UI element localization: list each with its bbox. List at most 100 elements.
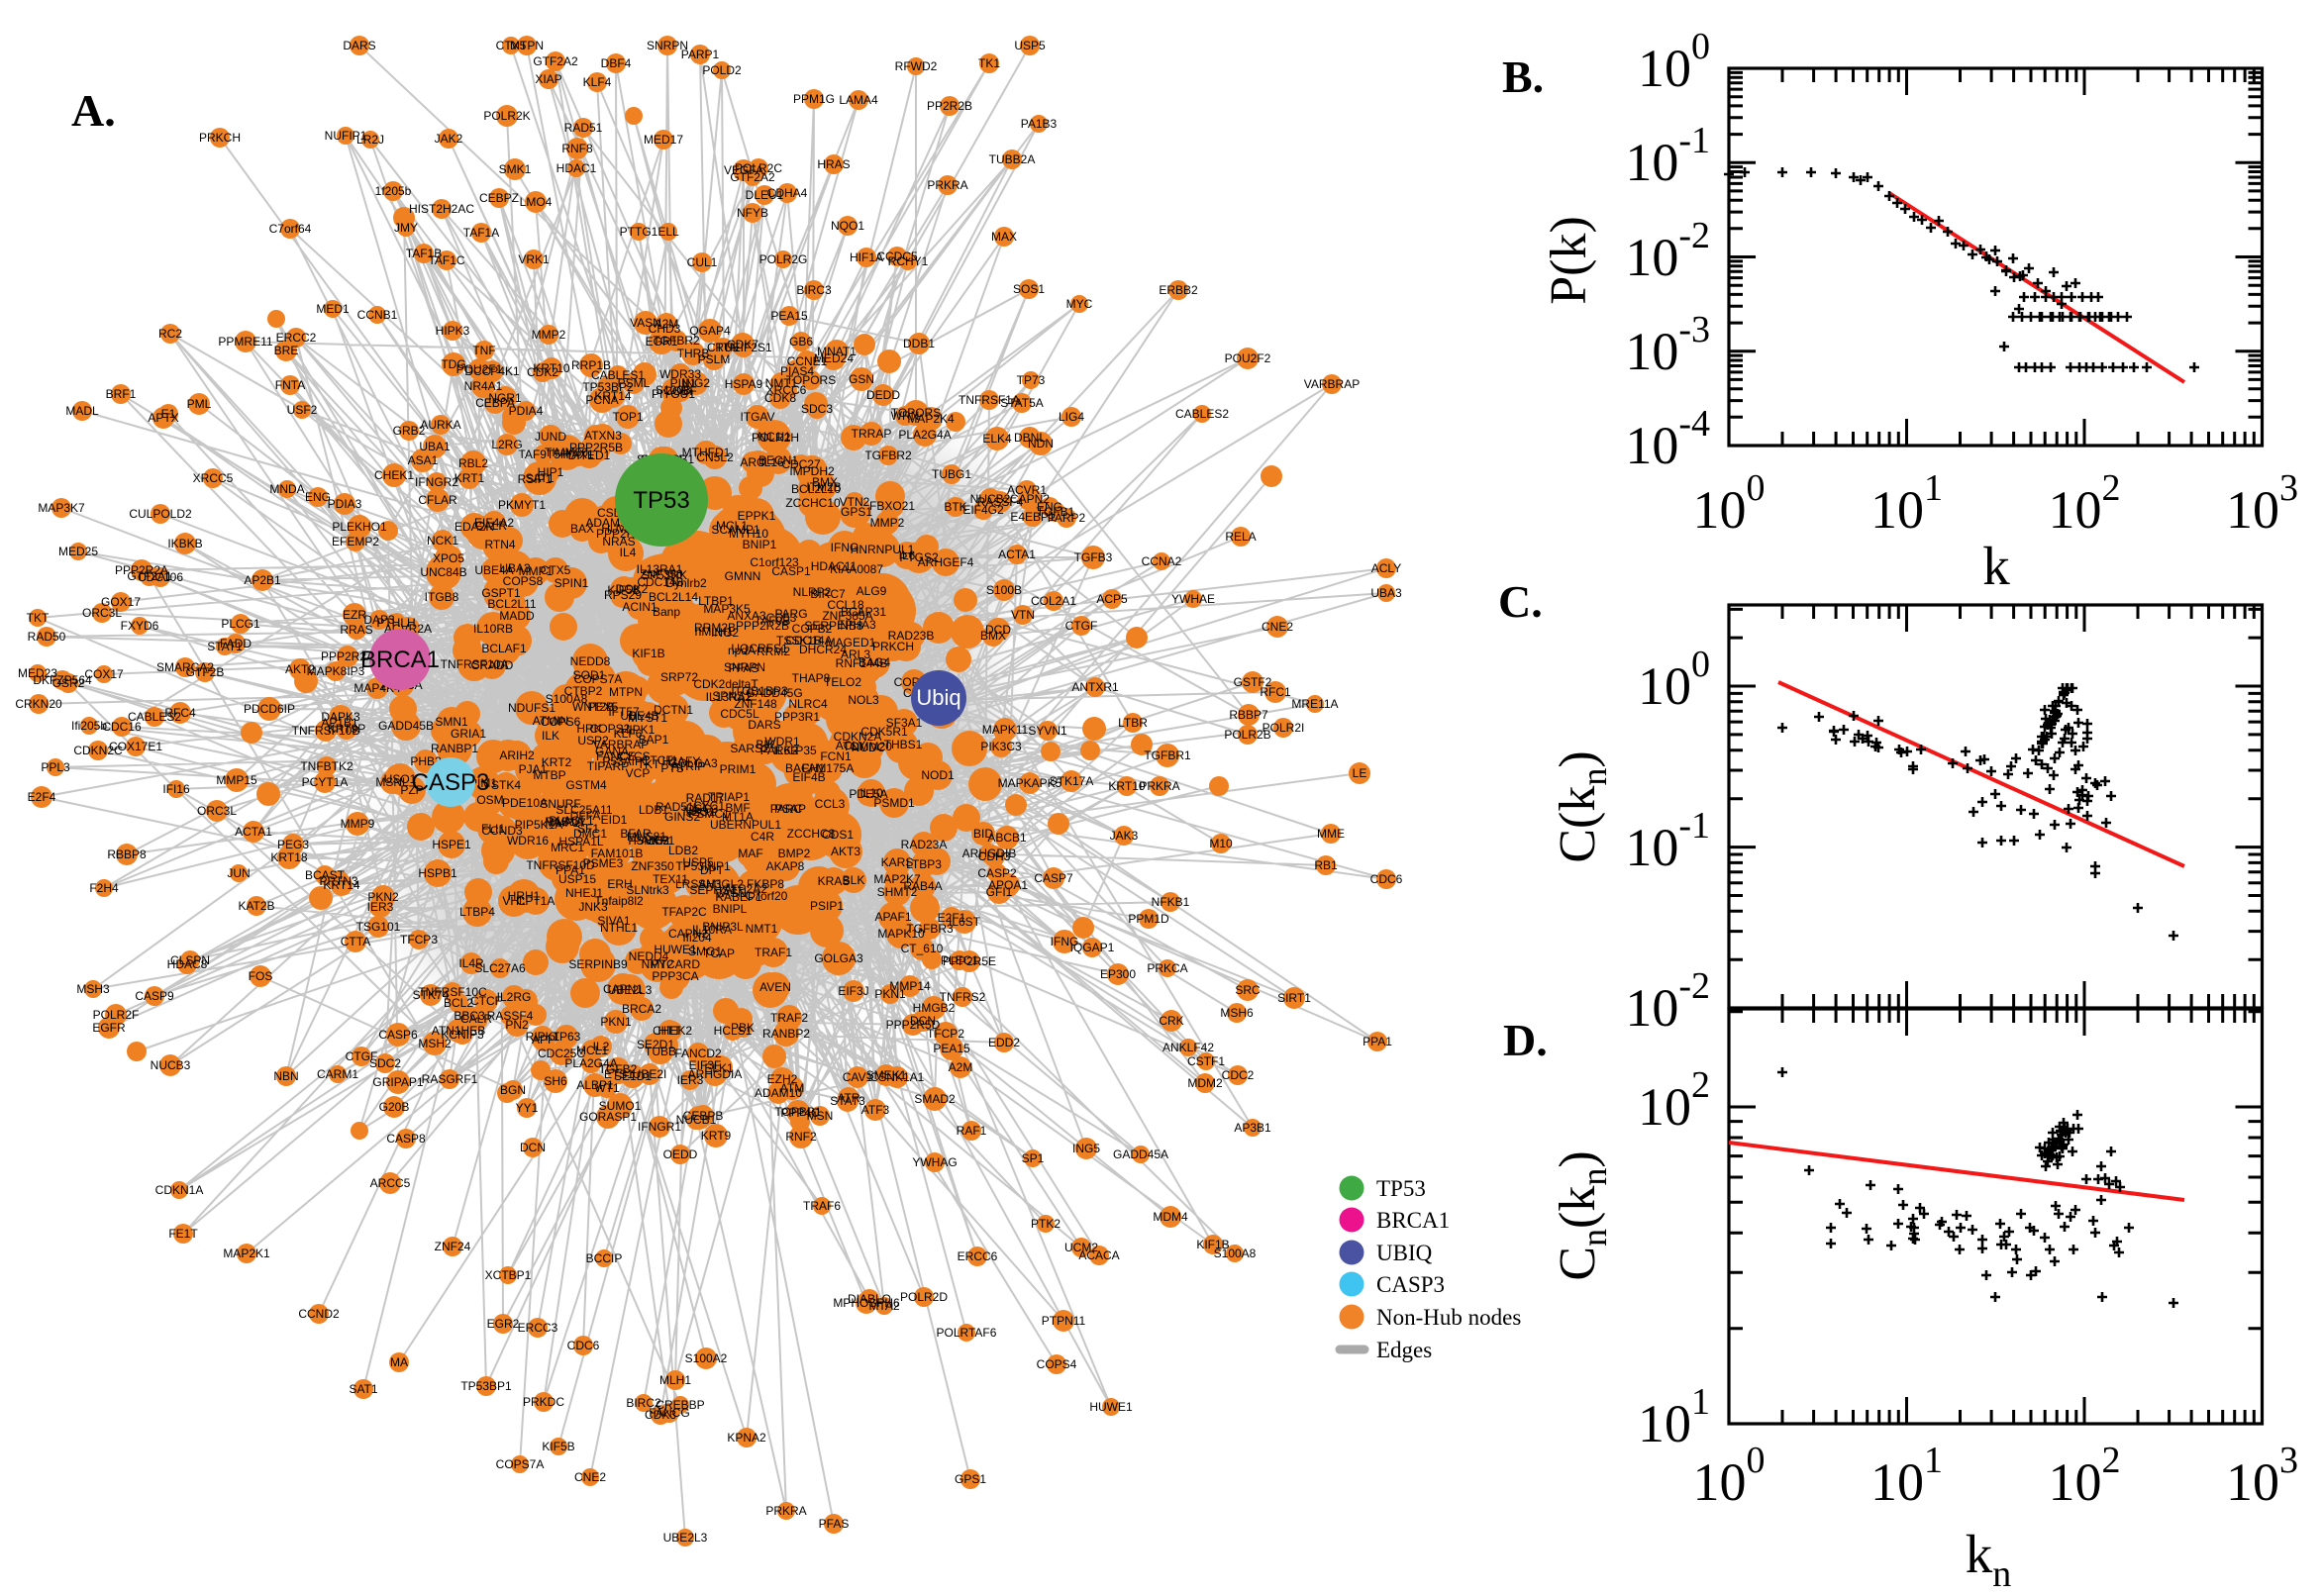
- svg-text:VCP: VCP: [626, 766, 651, 780]
- svg-text:k: k: [1982, 536, 2010, 596]
- svg-text:S100A2: S100A2: [685, 1351, 728, 1365]
- svg-text:IER3: IER3: [677, 1073, 704, 1087]
- svg-text:BRF1: BRF1: [106, 387, 137, 401]
- svg-text:ENG: ENG: [305, 490, 331, 504]
- svg-text:PP2R2B: PP2R2B: [927, 99, 972, 113]
- svg-text:ING2: ING2: [682, 376, 710, 390]
- svg-text:UNC84B: UNC84B: [420, 565, 466, 579]
- svg-text:IKBKB: IKBKB: [167, 537, 202, 550]
- svg-text:CASP3: CASP3: [412, 769, 490, 796]
- svg-text:AP3B1: AP3B1: [1234, 1121, 1271, 1135]
- svg-text:TUBG1: TUBG1: [932, 467, 971, 481]
- svg-text:POLR2C: POLR2C: [735, 161, 782, 175]
- svg-text:PLA2G4A: PLA2G4A: [564, 1056, 617, 1070]
- svg-text:PIK3C3: PIK3C3: [980, 740, 1022, 753]
- svg-text:C(kn): C(kn): [1550, 750, 1614, 862]
- svg-text:PRKRA: PRKRA: [927, 178, 967, 192]
- svg-text:UBA3: UBA3: [1370, 586, 1402, 600]
- svg-text:PPL3: PPL3: [41, 760, 70, 774]
- svg-text:POLR2K: POLR2K: [483, 109, 530, 123]
- svg-text:GRIA1: GRIA1: [451, 727, 486, 741]
- svg-text:MRE11A: MRE11A: [1291, 697, 1338, 711]
- svg-text:E1: E1: [161, 407, 176, 421]
- svg-text:ELK4: ELK4: [982, 432, 1012, 446]
- svg-text:XPO5: XPO5: [433, 551, 464, 565]
- svg-text:TEX11: TEX11: [653, 872, 688, 886]
- svg-text:KARS: KARS: [881, 855, 914, 869]
- svg-text:COPS7A: COPS7A: [496, 1457, 545, 1471]
- svg-text:TNFRSF10D: TNFRSF10D: [526, 858, 595, 872]
- svg-text:RASSF4: RASSF4: [487, 1009, 534, 1023]
- svg-text:MTPN: MTPN: [609, 685, 643, 699]
- svg-text:HSPE1: HSPE1: [432, 838, 471, 851]
- svg-text:TP53: TP53: [633, 487, 689, 514]
- svg-text:ACIN1: ACIN1: [622, 600, 657, 614]
- svg-text:FANCG: FANCG: [649, 1406, 689, 1420]
- svg-text:CDH3: CDH3: [978, 849, 1011, 863]
- svg-text:EGR2: EGR2: [487, 1317, 520, 1331]
- svg-text:GSTF2: GSTF2: [1234, 675, 1272, 689]
- svg-text:LAMA4: LAMA4: [839, 93, 878, 107]
- svg-text:UBE2L3: UBE2L3: [663, 1531, 708, 1545]
- svg-text:BRCA1: BRCA1: [1376, 1208, 1450, 1233]
- svg-text:BCAST: BCAST: [305, 868, 346, 882]
- svg-text:CDKN2C: CDKN2C: [73, 744, 123, 757]
- svg-text:C7orf64: C7orf64: [269, 222, 312, 236]
- svg-text:PRIM1: PRIM1: [720, 762, 757, 776]
- svg-text:PDE10A: PDE10A: [502, 796, 548, 810]
- svg-text:STK4: STK4: [491, 778, 521, 792]
- svg-text:ACTA1: ACTA1: [235, 825, 272, 839]
- svg-text:AKAP8: AKAP8: [766, 859, 805, 873]
- svg-text:SAT1: SAT1: [349, 1382, 377, 1396]
- svg-text:EZH2: EZH2: [767, 1072, 798, 1086]
- svg-text:CDC2: CDC2: [1222, 1068, 1255, 1082]
- svg-text:LE: LE: [1353, 766, 1367, 780]
- svg-text:HRAS: HRAS: [817, 157, 850, 171]
- svg-text:TELO2: TELO2: [824, 675, 861, 689]
- svg-text:MAP2K4: MAP2K4: [907, 412, 955, 426]
- svg-text:Edges: Edges: [1376, 1338, 1432, 1362]
- svg-text:GORASP1: GORASP1: [579, 1110, 637, 1124]
- svg-text:MAPK8IP3: MAPK8IP3: [307, 664, 365, 678]
- svg-text:PTK2: PTK2: [1031, 1217, 1060, 1231]
- svg-text:POLR2D: POLR2D: [900, 1290, 948, 1304]
- svg-text:SPIN1: SPIN1: [555, 576, 589, 590]
- svg-text:ZNF24: ZNF24: [435, 1240, 471, 1253]
- svg-text:AVEN: AVEN: [759, 980, 791, 994]
- svg-text:SHMT2: SHMT2: [877, 885, 918, 899]
- svg-text:ERCC6: ERCC6: [958, 1249, 998, 1263]
- svg-text:MPHOSPH6: MPHOSPH6: [833, 1296, 900, 1310]
- svg-text:TP53BP1: TP53BP1: [460, 1379, 512, 1393]
- svg-text:GSN: GSN: [849, 372, 874, 386]
- svg-text:CDC106: CDC106: [138, 570, 183, 584]
- svg-text:APP: APP: [532, 1033, 556, 1047]
- svg-text:NQO1: NQO1: [831, 219, 864, 233]
- svg-text:HAX1: HAX1: [562, 448, 594, 461]
- svg-text:SMN1: SMN1: [435, 715, 468, 729]
- svg-text:APOA1: APOA1: [988, 878, 1028, 892]
- svg-text:DCCP4K1: DCCP4K1: [464, 364, 520, 378]
- svg-text:ING5: ING5: [1072, 1142, 1100, 1155]
- svg-text:RANBP1: RANBP1: [431, 742, 478, 755]
- svg-text:HUWE1: HUWE1: [1089, 1400, 1133, 1414]
- svg-text:D.: D.: [1503, 1015, 1548, 1065]
- svg-text:SMAD2: SMAD2: [914, 1092, 956, 1106]
- svg-text:JNK3: JNK3: [578, 900, 608, 914]
- svg-text:CTTA: CTTA: [341, 935, 370, 948]
- svg-text:BIRC3: BIRC3: [796, 283, 832, 297]
- svg-text:KRT18: KRT18: [270, 850, 307, 864]
- svg-text:SNRPN: SNRPN: [724, 660, 765, 674]
- svg-text:ZCCHC10: ZCCHC10: [785, 496, 841, 510]
- svg-text:CSTF1: CSTF1: [1187, 1054, 1225, 1068]
- svg-text:COPS6: COPS6: [541, 715, 581, 729]
- svg-text:MED1: MED1: [316, 302, 350, 316]
- svg-text:FNTA: FNTA: [275, 378, 305, 392]
- svg-text:PML: PML: [187, 397, 212, 411]
- svg-text:PPM1G: PPM1G: [793, 92, 835, 106]
- svg-text:IL10RB: IL10RB: [473, 622, 513, 636]
- svg-text:EDD2: EDD2: [988, 1036, 1020, 1049]
- svg-text:MYC: MYC: [1066, 297, 1093, 311]
- svg-text:FOS: FOS: [249, 969, 273, 983]
- svg-text:AKT3: AKT3: [831, 845, 860, 858]
- svg-text:C4R: C4R: [751, 830, 774, 844]
